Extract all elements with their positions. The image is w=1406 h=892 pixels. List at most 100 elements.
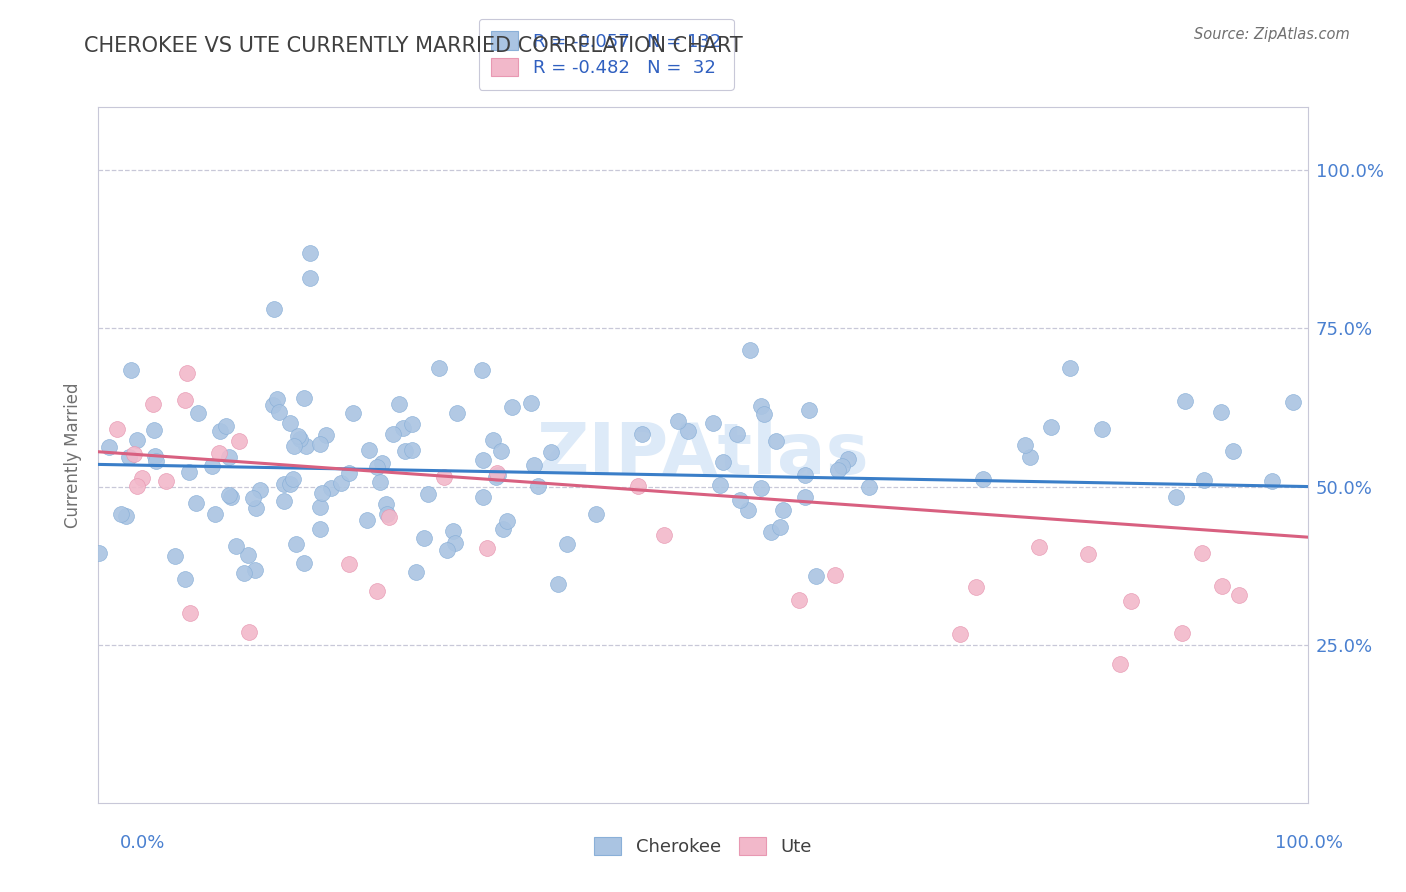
- Point: [772, 502, 794, 516]
- Point: [737, 503, 759, 517]
- Point: [105, 422, 128, 436]
- Point: [329, 476, 352, 491]
- Point: [1227, 588, 1250, 602]
- Point: [281, 472, 304, 486]
- Point: [295, 439, 318, 453]
- Point: [245, 501, 267, 516]
- Point: [1014, 438, 1036, 452]
- Point: [163, 549, 186, 564]
- Point: [292, 391, 315, 405]
- Point: [427, 361, 450, 376]
- Point: [401, 417, 423, 432]
- Point: [238, 625, 260, 640]
- Point: [481, 433, 503, 447]
- Point: [368, 475, 391, 490]
- Point: [405, 565, 427, 579]
- Point: [228, 434, 250, 448]
- Point: [824, 568, 846, 582]
- Text: CHEROKEE VS UTE CURRENTLY MARRIED CORRELATION CHART: CHEROKEE VS UTE CURRENTLY MARRIED CORREL…: [84, 36, 744, 55]
- Point: [492, 522, 515, 536]
- Point: [209, 425, 232, 439]
- Point: [485, 467, 508, 481]
- Point: [266, 392, 288, 406]
- Point: [184, 496, 207, 510]
- Point: [356, 513, 378, 527]
- Point: [547, 577, 569, 591]
- Point: [711, 455, 734, 469]
- Text: 100.0%: 100.0%: [1275, 834, 1343, 852]
- Point: [319, 481, 342, 495]
- Point: [794, 491, 817, 505]
- Point: [1039, 419, 1062, 434]
- Point: [441, 524, 464, 539]
- Point: [115, 508, 138, 523]
- Point: [471, 363, 494, 377]
- Point: [485, 470, 508, 484]
- Point: [527, 478, 550, 492]
- Point: [377, 507, 399, 521]
- Point: [218, 450, 240, 464]
- Point: [1171, 625, 1194, 640]
- Point: [519, 396, 541, 410]
- Point: [242, 491, 264, 505]
- Point: [1059, 361, 1081, 376]
- Point: [337, 466, 360, 480]
- Point: [122, 447, 145, 461]
- Point: [204, 508, 226, 522]
- Point: [370, 456, 392, 470]
- Point: [120, 363, 142, 377]
- Y-axis label: Currently Married: Currently Married: [65, 382, 83, 528]
- Point: [761, 525, 783, 540]
- Point: [495, 514, 517, 528]
- Point: [388, 397, 411, 411]
- Point: [357, 443, 380, 458]
- Point: [285, 536, 308, 550]
- Point: [243, 563, 266, 577]
- Point: [401, 443, 423, 458]
- Point: [273, 494, 295, 508]
- Point: [155, 474, 177, 488]
- Point: [127, 434, 149, 448]
- Point: [267, 405, 290, 419]
- Point: [831, 459, 853, 474]
- Point: [418, 486, 440, 500]
- Point: [1019, 450, 1042, 465]
- Point: [752, 407, 775, 421]
- Point: [702, 416, 724, 430]
- Point: [965, 580, 987, 594]
- Point: [263, 302, 285, 317]
- Point: [143, 449, 166, 463]
- Point: [765, 434, 787, 448]
- Point: [1281, 395, 1303, 409]
- Point: [1164, 490, 1187, 504]
- Point: [827, 463, 849, 477]
- Point: [236, 548, 259, 562]
- Point: [298, 245, 321, 260]
- Point: [299, 270, 322, 285]
- Point: [631, 426, 654, 441]
- Point: [433, 470, 456, 484]
- Point: [1222, 444, 1244, 458]
- Point: [1174, 393, 1197, 408]
- Point: [585, 507, 607, 521]
- Point: [475, 541, 498, 555]
- Point: [1211, 579, 1233, 593]
- Point: [366, 584, 388, 599]
- Point: [225, 539, 247, 553]
- Point: [446, 406, 468, 420]
- Point: [523, 458, 546, 473]
- Point: [131, 471, 153, 485]
- Point: [287, 428, 309, 442]
- Point: [208, 445, 231, 459]
- Point: [311, 485, 333, 500]
- Point: [436, 542, 458, 557]
- Point: [806, 569, 828, 583]
- Point: [309, 522, 332, 536]
- Point: [214, 419, 236, 434]
- Point: [858, 480, 880, 494]
- Point: [87, 546, 110, 560]
- Point: [278, 416, 301, 430]
- Point: [1121, 594, 1143, 608]
- Point: [540, 445, 562, 459]
- Point: [174, 572, 197, 586]
